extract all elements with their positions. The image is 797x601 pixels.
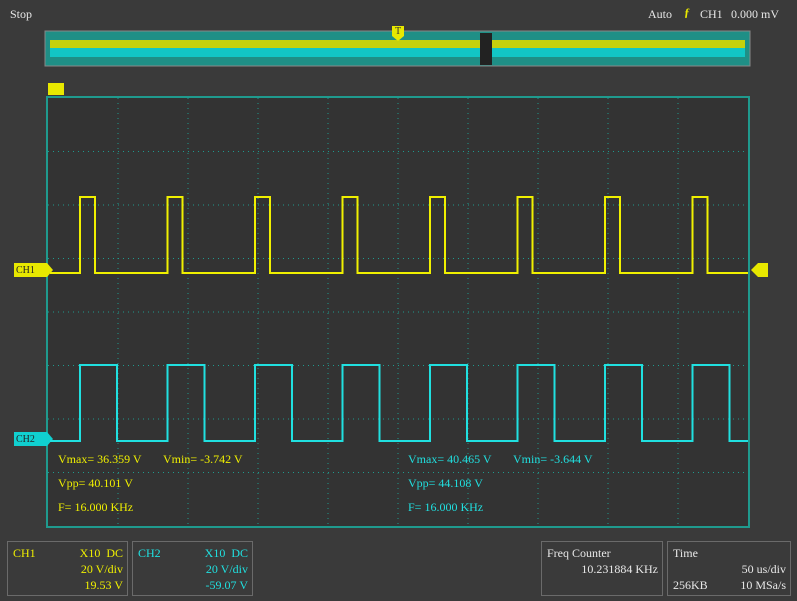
- time-scale: 50 us/div: [741, 562, 786, 576]
- ch2-vmax: Vmax= 40.465 V: [408, 452, 492, 466]
- h-marker: [48, 83, 64, 95]
- ch2-vpp: Vpp= 44.108 V: [408, 476, 483, 490]
- panel-probe: X10 DC: [204, 546, 248, 560]
- panel-offset: -59.07 V: [205, 578, 248, 592]
- ch1-vpp: Vpp= 40.101 V: [58, 476, 133, 490]
- ch1-vmax: Vmax= 36.359 V: [58, 452, 142, 466]
- panel-scale: 20 V/div: [205, 562, 248, 576]
- ch1-waveform: [50, 196, 748, 274]
- panel-name: CH2: [138, 546, 161, 560]
- ch2-freq: F= 16.000 KHz: [408, 500, 484, 514]
- ch1-freq: F= 16.000 KHz: [58, 500, 134, 514]
- ch1-label: CH1: [16, 265, 35, 276]
- overview-ch1: [50, 40, 745, 48]
- ch2-panel[interactable]: CH2 X10 DC 20 V/div -59.07 V: [132, 541, 253, 596]
- panel-probe: X10 DC: [79, 546, 123, 560]
- panel-offset: 19.53 V: [84, 578, 123, 592]
- ch1-vmin: Vmin= -3.742 V: [163, 452, 243, 466]
- memory-depth: 256KB: [673, 578, 708, 592]
- ch2-label: CH2: [16, 434, 35, 445]
- ch2-waveform: [50, 364, 748, 442]
- trigger-mode: Auto: [648, 7, 672, 21]
- trigger-pos-marker: [392, 26, 404, 41]
- overview-window: [480, 33, 492, 65]
- edge-icon: ƒ: [684, 5, 690, 19]
- trigger-marker: T: [395, 26, 402, 37]
- panel-scale: 20 V/div: [80, 562, 123, 576]
- panel-name: CH1: [13, 546, 36, 560]
- ch2-vmin: Vmin= -3.644 V: [513, 452, 593, 466]
- sample-rate: 10 MSa/s: [740, 578, 786, 592]
- time-panel[interactable]: Time 50 us/div 256KB 10 MSa/s: [667, 541, 791, 596]
- ch1-marker: [14, 263, 53, 277]
- freq-panel[interactable]: Freq Counter 10.231884 KHz: [541, 541, 663, 596]
- overview-ch2: [50, 48, 745, 57]
- panel-title: Time: [673, 546, 698, 560]
- trigger-source: CH1: [700, 7, 723, 21]
- ch1-panel[interactable]: CH1 X10 DC 20 V/div 19.53 V: [7, 541, 128, 596]
- status: Stop: [10, 7, 33, 21]
- ch2-marker: [14, 432, 53, 446]
- freq-value: 10.231884 KHz: [581, 562, 658, 576]
- trigger-level: 0.000 mV: [731, 7, 779, 21]
- panel-title: Freq Counter: [547, 546, 611, 560]
- trigger-level-marker: [751, 263, 768, 277]
